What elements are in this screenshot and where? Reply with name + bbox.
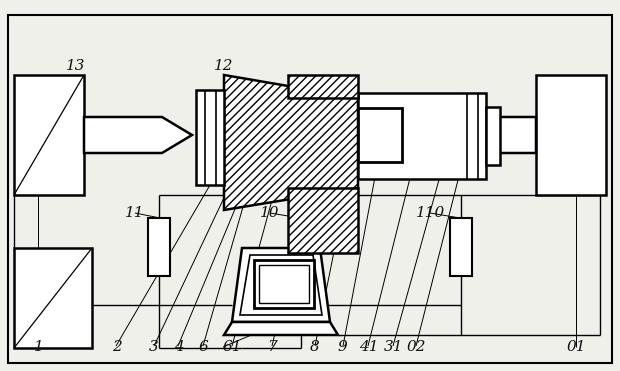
Text: 9: 9 [338, 340, 348, 354]
Bar [486, 107, 500, 165]
Text: 6: 6 [198, 340, 208, 354]
Text: 7: 7 [267, 340, 277, 354]
Text: 11: 11 [125, 206, 145, 220]
FancyArrow shape [428, 117, 536, 153]
Polygon shape [224, 75, 358, 210]
Text: 12: 12 [213, 59, 233, 73]
Bar [196, 90, 224, 185]
Bar [450, 218, 472, 276]
Text: 13: 13 [66, 59, 86, 73]
Bar [290, 218, 312, 276]
FancyArrow shape [84, 117, 192, 153]
Polygon shape [240, 255, 322, 315]
Bar [259, 265, 309, 303]
Text: 61: 61 [223, 340, 242, 354]
Text: 4: 4 [174, 340, 184, 354]
Text: 2: 2 [112, 340, 122, 354]
Bar [288, 188, 358, 253]
Bar [288, 75, 358, 98]
Text: 10: 10 [260, 206, 280, 220]
Polygon shape [224, 322, 338, 335]
Text: 02: 02 [407, 340, 427, 354]
Text: 31: 31 [384, 340, 404, 354]
Bar [254, 260, 314, 308]
Polygon shape [232, 248, 330, 322]
Bar [148, 218, 170, 276]
Bar [536, 75, 606, 195]
Bar [358, 93, 486, 179]
Text: 01: 01 [567, 340, 587, 354]
Text: 8: 8 [310, 340, 320, 354]
Text: 110: 110 [416, 206, 446, 220]
Text: 1: 1 [33, 340, 43, 354]
Bar [14, 75, 84, 195]
Text: 41: 41 [359, 340, 379, 354]
Bar [358, 108, 402, 162]
Bar [14, 248, 92, 348]
Text: 3: 3 [149, 340, 159, 354]
